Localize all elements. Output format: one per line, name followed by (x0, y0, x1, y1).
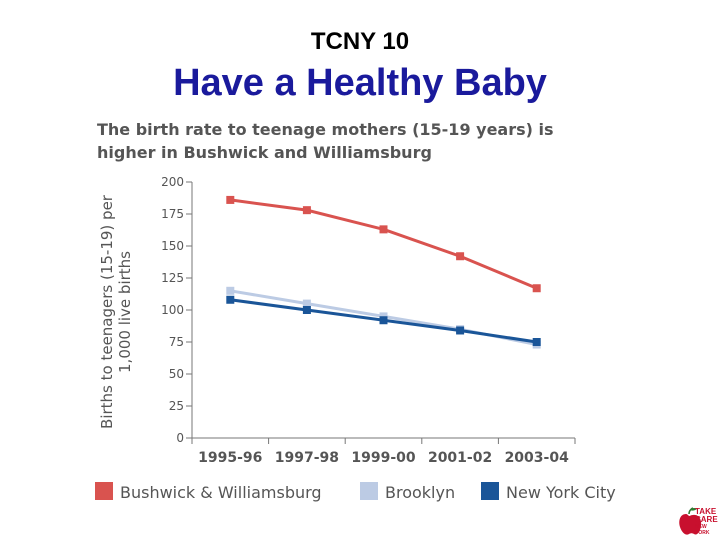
data-point (226, 286, 235, 295)
logo-line-3: NEW YORK (695, 524, 710, 536)
x-tick-label: 1995-96 (198, 450, 262, 466)
data-point (456, 326, 465, 335)
data-point (302, 299, 311, 308)
y-tick-label: 100 (161, 303, 184, 317)
legend-label: New York City (506, 483, 616, 502)
series-line (230, 198, 538, 290)
series-layer (226, 195, 541, 349)
chart-title-line-1: The birth rate to teenage mothers (15-19… (97, 120, 554, 139)
legend-swatch (95, 482, 113, 500)
y-tick-label: 50 (169, 367, 184, 381)
legend-swatch (481, 482, 499, 500)
legend-label: Brooklyn (385, 483, 455, 502)
data-point (456, 252, 465, 261)
chart-legend: Bushwick & Williamsburg Brooklyn New York … (95, 482, 616, 502)
y-tick-label: 150 (161, 239, 184, 253)
x-tick-label: 1999-00 (351, 450, 416, 466)
take-care-new-york-logo: TAKE CARE NEW YORK (695, 507, 720, 537)
y-tick-label: 75 (169, 335, 184, 349)
y-tick-label: 0 (176, 431, 184, 445)
logo-line-1: TAKE (695, 507, 717, 516)
x-tick-label: 2001-02 (428, 450, 492, 466)
logo-line-2: CARE (695, 515, 718, 524)
slide-title: Have a Healthy Baby (173, 62, 547, 104)
y-axis-label-line-2: 1,000 live births (116, 251, 134, 373)
data-point (226, 195, 235, 204)
data-point (302, 206, 311, 215)
chart-axes: 0 25 50 75 100 125 150 175 200 1995-96 1997-98 1999… (161, 175, 576, 466)
x-tick-label: 1997-98 (275, 450, 339, 466)
legend-swatch (360, 482, 378, 500)
data-point (379, 316, 388, 325)
slide-kicker: TCNY 10 (310, 28, 410, 55)
y-axis-label-line-1: Births to teenagers (15-19) per (98, 194, 116, 429)
data-point (532, 284, 541, 293)
data-point (532, 338, 541, 346)
data-point (379, 225, 388, 234)
y-tick-label: 200 (161, 175, 184, 189)
data-point (302, 306, 311, 314)
data-point (226, 295, 235, 304)
chart-title-line-2: higher in Bushwick and Williamsburg (97, 143, 432, 162)
y-tick-label: 175 (161, 207, 184, 221)
y-tick-label: 125 (161, 271, 184, 285)
x-tick-label: 2003-04 (505, 450, 570, 466)
apple-icon (679, 507, 702, 535)
y-tick-label: 25 (169, 399, 184, 413)
legend-label: Bushwick & Williamsburg (120, 483, 322, 502)
